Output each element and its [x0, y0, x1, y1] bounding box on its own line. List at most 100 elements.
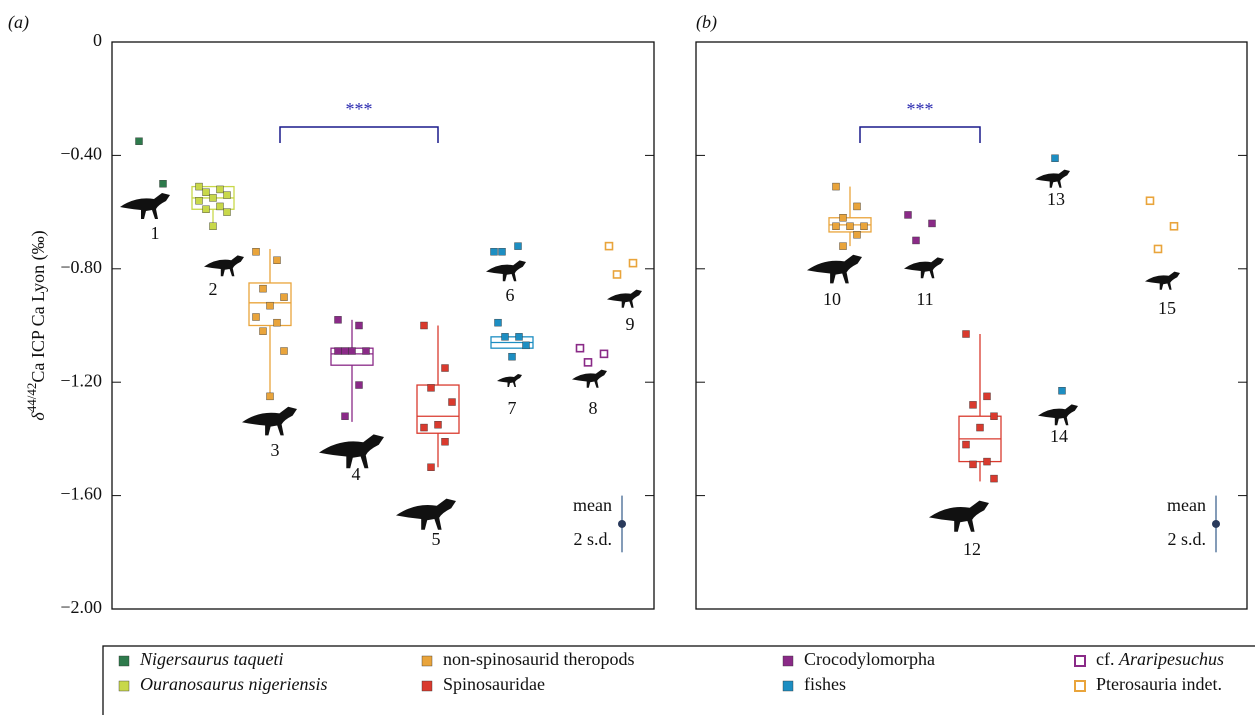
legend-marker [118, 655, 130, 667]
legend-marker [118, 680, 130, 692]
significance-label: *** [907, 99, 934, 119]
group-number: 8 [589, 398, 598, 418]
mean-point [618, 519, 626, 528]
legend-marker [782, 655, 794, 667]
data-point [341, 412, 349, 420]
data-point [490, 248, 498, 256]
data-point [514, 242, 522, 250]
group-number: 7 [508, 398, 517, 418]
data-point [427, 463, 435, 471]
data-point [448, 398, 456, 406]
data-point [441, 438, 449, 446]
data-point [223, 191, 231, 199]
mean-label: mean [1167, 495, 1206, 515]
legend-name: Ouranosaurus nigeriensis [140, 674, 328, 694]
group-number: 15 [1158, 298, 1176, 318]
data-point [341, 347, 349, 355]
panel-label: (a) [8, 12, 29, 33]
data-point [853, 202, 861, 211]
data-point [839, 242, 847, 250]
silhouette [1038, 404, 1078, 426]
data-point [273, 256, 281, 264]
legend-prefix: cf. [1096, 649, 1114, 669]
silhouette [120, 193, 170, 219]
data-point [259, 284, 267, 293]
data-point [860, 222, 868, 230]
silhouette [1145, 271, 1180, 290]
data-point [348, 347, 356, 355]
data-point [1058, 387, 1066, 395]
y-axis-label: δ44/42Ca ICP Ca Lyon (‰) [24, 230, 49, 420]
data-point [216, 202, 224, 211]
data-point [832, 222, 840, 230]
silhouette [204, 255, 244, 277]
data-point [266, 392, 274, 401]
data-point [355, 381, 363, 389]
significance-bracket [279, 126, 439, 143]
data-point [990, 474, 998, 483]
group-number: 13 [1047, 189, 1065, 209]
silhouette [807, 254, 862, 284]
group-number: 1 [151, 223, 160, 243]
data-point [362, 347, 370, 355]
data-point [990, 412, 998, 420]
y-tick-label: −1.20 [60, 370, 102, 390]
data-point [583, 358, 593, 367]
data-point [427, 384, 435, 392]
group-number: 10 [823, 289, 841, 309]
plot-frame [111, 41, 655, 610]
group-number: 3 [271, 440, 280, 460]
legend-label: Nigersaurus taqueti [139, 649, 284, 669]
group-number: 9 [626, 314, 635, 334]
data-point [498, 248, 506, 256]
y-tick-label: −0.40 [60, 144, 102, 164]
sd-label: 2 s.d. [1167, 529, 1206, 549]
silhouette [1035, 169, 1070, 188]
data-point [604, 241, 614, 251]
y-tick-label: −0.80 [60, 257, 102, 277]
data-point [273, 318, 281, 327]
box [248, 282, 292, 327]
legend-marker [1074, 655, 1086, 667]
silhouette [572, 369, 607, 388]
data-point [202, 188, 210, 196]
silhouette [497, 374, 522, 387]
data-point [216, 185, 224, 194]
data-point [434, 421, 442, 429]
legend-name: non-spinosaurid theropods [443, 649, 634, 669]
data-point [280, 293, 288, 301]
data-point [280, 347, 288, 355]
data-point [420, 321, 428, 330]
plot-frame [695, 41, 1248, 610]
significance-bracket [859, 126, 981, 143]
legend-name: Pterosauria indet. [1096, 674, 1222, 694]
data-point [159, 180, 167, 188]
data-point [195, 197, 203, 205]
data-point [612, 270, 622, 279]
data-point [252, 313, 260, 321]
data-point [420, 423, 428, 432]
data-point [259, 327, 267, 335]
y-tick-label: 0 [93, 30, 102, 50]
y-label-text: Ca ICP Ca Lyon (‰) [28, 230, 49, 382]
silhouette [904, 257, 944, 279]
panel-label: (b) [696, 12, 717, 33]
silhouette [607, 289, 642, 308]
data-point [904, 211, 912, 219]
legend-label: cf. Araripesuchus [1096, 649, 1224, 669]
data-point [628, 258, 638, 268]
silhouette [242, 406, 297, 436]
legend-marker [421, 680, 433, 692]
data-point [962, 440, 970, 449]
box [416, 384, 460, 434]
data-point [266, 301, 274, 310]
data-point [334, 347, 342, 355]
data-point [983, 457, 991, 466]
legend-label: Crocodylomorpha [804, 649, 935, 669]
data-point [839, 214, 847, 222]
silhouette [486, 260, 526, 282]
silhouette [319, 434, 384, 469]
data-point [501, 333, 509, 341]
legend-label: Ouranosaurus nigeriensis [140, 674, 328, 694]
